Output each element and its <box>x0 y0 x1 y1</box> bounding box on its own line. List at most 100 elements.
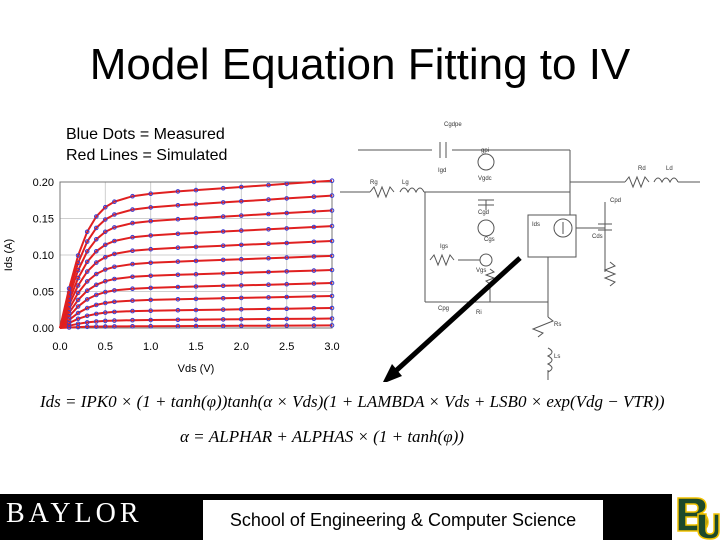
measured-point <box>94 324 99 329</box>
measured-point <box>84 239 90 244</box>
measured-point <box>175 272 181 278</box>
measured-point <box>239 228 244 233</box>
measured-point <box>112 251 117 257</box>
measured-point <box>103 289 108 295</box>
measured-point <box>239 270 244 276</box>
measured-point <box>329 305 335 311</box>
simulated-curve <box>59 194 333 329</box>
measured-point <box>175 259 181 264</box>
label-cpd: Cpd <box>610 198 621 204</box>
measured-point <box>103 310 108 315</box>
measured-point <box>284 255 290 260</box>
x-tick-label: 1.0 <box>143 341 158 353</box>
measured-point <box>311 194 317 200</box>
measured-point <box>84 324 90 330</box>
measured-point <box>84 320 90 325</box>
label-vgdc: Vgdc <box>478 176 492 182</box>
y-tick-label: 0.05 <box>33 287 54 299</box>
measured-point <box>220 257 226 263</box>
measured-point <box>148 285 153 291</box>
measured-point <box>220 229 226 234</box>
y-tick-label: 0.00 <box>33 323 54 335</box>
measured-point <box>148 233 153 238</box>
label-cpg: Cpg <box>438 306 449 312</box>
measured-point <box>220 307 226 312</box>
measured-point <box>311 239 317 245</box>
label-igs: Igs <box>440 244 448 250</box>
measured-point <box>311 294 317 299</box>
measured-point <box>75 283 81 288</box>
measured-point <box>94 282 99 288</box>
measured-point <box>94 249 99 254</box>
measured-point <box>94 260 99 265</box>
measured-point <box>112 318 117 323</box>
measured-point <box>284 306 290 311</box>
simulated-curve <box>59 324 333 329</box>
y-axis-label: Ids (A) <box>3 239 15 271</box>
measured-point <box>103 204 108 210</box>
measured-point <box>329 193 335 198</box>
measured-point <box>148 308 153 313</box>
measured-point <box>130 220 135 226</box>
measured-point <box>266 255 271 261</box>
measured-point <box>266 316 271 322</box>
measured-point <box>193 258 199 264</box>
label-lg: Lg <box>402 180 409 186</box>
simulated-curve <box>59 317 333 329</box>
baylor-bu-logo-icon <box>672 494 720 540</box>
x-axis-label: Vds (V) <box>178 363 215 375</box>
measured-point <box>239 323 244 329</box>
pointer-arrow-head <box>383 364 402 382</box>
simulated-curve <box>59 240 333 329</box>
measured-point <box>103 242 108 248</box>
measured-point <box>84 279 90 284</box>
measured-point <box>193 307 199 313</box>
measured-point <box>84 229 90 235</box>
measured-point <box>266 211 271 217</box>
measured-point <box>311 209 317 214</box>
measured-point <box>239 213 244 218</box>
label-cgdpe: Cgdpe <box>444 122 462 128</box>
chart-curves <box>59 178 335 330</box>
measured-point <box>130 317 135 323</box>
school-caption: School of Engineering & Computer Science <box>203 500 603 540</box>
measured-point <box>130 324 135 329</box>
label-cgd: Cgd <box>478 210 489 216</box>
measured-point <box>175 323 181 329</box>
measured-point <box>94 292 99 298</box>
measured-point <box>112 299 117 305</box>
measured-point <box>193 271 199 277</box>
y-tick-label: 0.15 <box>33 214 54 226</box>
measured-point <box>84 269 90 274</box>
label-ids: Ids <box>532 222 540 228</box>
label-cgs: Cgs <box>484 237 495 243</box>
measured-point <box>148 323 153 329</box>
measured-point <box>311 316 317 321</box>
measured-point <box>266 306 271 312</box>
measured-point <box>266 323 271 328</box>
measured-point <box>239 256 244 262</box>
measured-point <box>103 300 108 306</box>
measured-point <box>148 297 153 303</box>
measured-point <box>329 178 335 183</box>
measured-point <box>148 191 153 197</box>
simulated-curve <box>59 254 333 329</box>
measured-point <box>175 189 181 194</box>
measured-point <box>84 288 90 293</box>
measured-point <box>148 273 153 279</box>
measured-point <box>148 205 153 210</box>
measured-point <box>284 269 290 274</box>
simulated-curve <box>59 269 333 329</box>
measured-point <box>130 193 135 199</box>
measured-point <box>175 297 181 302</box>
label-rg: Rg <box>370 180 378 186</box>
measured-point <box>84 259 90 265</box>
measured-point <box>84 313 90 319</box>
measured-point <box>193 187 199 193</box>
ids-equation: Ids = IPK0 × (1 + tanh(φ))tanh(α × Vds)(… <box>40 392 665 411</box>
measured-point <box>75 316 81 322</box>
legend-measured: Blue Dots = Measured <box>66 126 225 143</box>
x-tick-label: 0.5 <box>98 341 113 353</box>
measured-point <box>329 316 335 321</box>
measured-point <box>84 249 90 254</box>
